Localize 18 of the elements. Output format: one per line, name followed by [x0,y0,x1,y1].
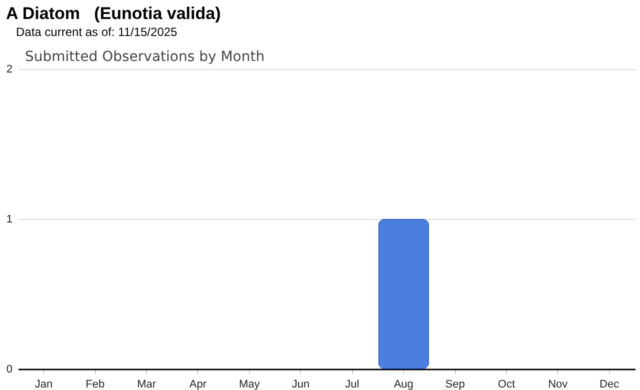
x-tick-label: Feb [86,378,105,390]
x-tick-label: Mar [137,378,156,390]
x-tick-label: May [238,378,260,390]
x-tick-label: Aug [394,378,414,390]
y-tick-label: 2 [6,64,12,76]
chart-title: A Diatom (Eunotia valida) [6,4,221,24]
x-tick-label: Nov [548,378,568,390]
x-tick-label: Jan [34,378,53,390]
x-tick-label: Jun [292,378,310,390]
x-tick-label: Dec [600,378,620,390]
y-tick-label: 1 [6,214,12,226]
x-tick-label: Jul [345,378,360,390]
y-tick-label: 0 [6,364,12,376]
chart-subtitle: Data current as of: 11/15/2025 [16,25,178,39]
x-tick-label: Oct [498,378,516,390]
x-tick-label: Sep [445,378,465,390]
text: Submitted Observations by Month [25,49,265,65]
x-tick-label: Apr [189,378,207,390]
